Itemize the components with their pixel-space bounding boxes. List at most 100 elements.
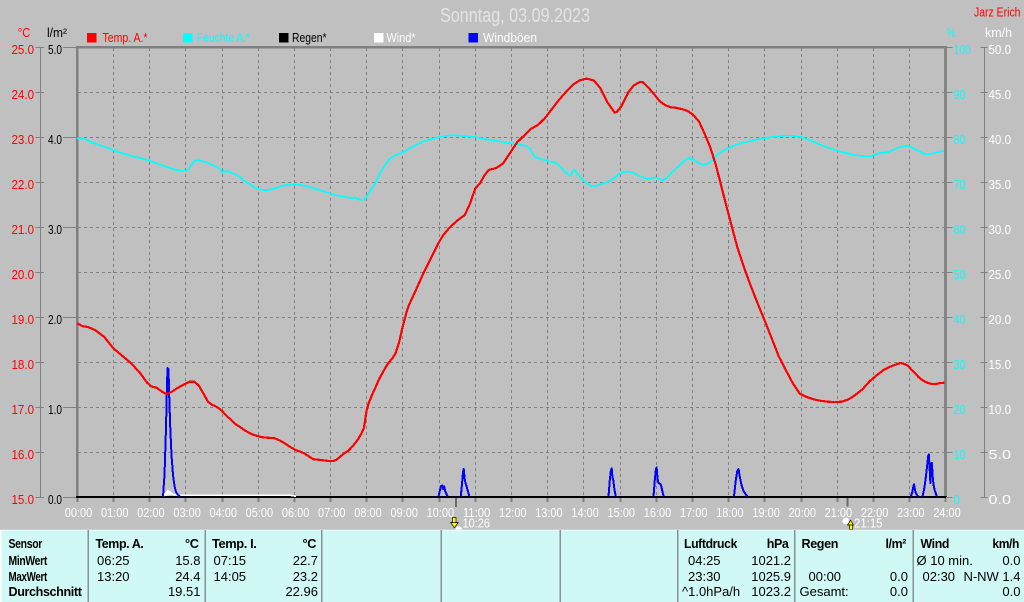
- svg-text:13:00: 13:00: [535, 505, 563, 520]
- svg-text:22:00: 22:00: [861, 505, 889, 520]
- svg-text:05:00: 05:00: [246, 505, 274, 520]
- svg-text:13:20: 13:20: [97, 569, 130, 584]
- svg-text:16.0: 16.0: [12, 447, 35, 462]
- svg-text:70: 70: [954, 177, 966, 192]
- svg-text:25.0: 25.0: [989, 267, 1012, 282]
- svg-text:Feuchte A.*: Feuchte A.*: [197, 31, 250, 45]
- svg-text:20: 20: [954, 402, 966, 417]
- svg-text:0.0: 0.0: [48, 492, 62, 507]
- svg-text:08:00: 08:00: [354, 505, 382, 520]
- svg-text:23.0: 23.0: [12, 132, 35, 147]
- svg-text:02:30: 02:30: [923, 569, 956, 584]
- svg-text:15:00: 15:00: [608, 505, 636, 520]
- svg-text:MaxWert: MaxWert: [9, 569, 48, 584]
- svg-text:90: 90: [954, 87, 966, 102]
- svg-text:10: 10: [954, 447, 966, 462]
- svg-text:km/h: km/h: [985, 26, 1012, 40]
- svg-text:1025.9: 1025.9: [751, 569, 791, 584]
- svg-text:0.0: 0.0: [989, 492, 1012, 507]
- svg-text:30: 30: [954, 357, 966, 372]
- svg-text:100: 100: [954, 42, 972, 57]
- svg-text:10:00: 10:00: [427, 505, 455, 520]
- svg-text:07:00: 07:00: [318, 505, 346, 520]
- svg-text:°C: °C: [185, 536, 199, 551]
- svg-text:16:00: 16:00: [644, 505, 672, 520]
- svg-text:Windböen: Windböen: [483, 31, 537, 45]
- svg-text:Sonntag, 03.09.2023: Sonntag, 03.09.2023: [440, 5, 590, 27]
- svg-text:25.0: 25.0: [12, 42, 35, 57]
- svg-text:12:00: 12:00: [499, 505, 527, 520]
- svg-text:4.0: 4.0: [48, 132, 62, 147]
- svg-text:hPa: hPa: [767, 536, 790, 551]
- svg-text:60: 60: [954, 222, 966, 237]
- svg-text:00:00: 00:00: [65, 505, 93, 520]
- svg-text:0.0: 0.0: [890, 584, 908, 599]
- svg-text:Sensor: Sensor: [9, 536, 43, 551]
- svg-text:Regen: Regen: [802, 536, 839, 551]
- svg-text:l/m²: l/m²: [47, 26, 67, 40]
- svg-text:1023.2: 1023.2: [751, 584, 791, 599]
- svg-text:20.0: 20.0: [12, 267, 35, 282]
- svg-text:19:00: 19:00: [752, 505, 780, 520]
- svg-text:0.0: 0.0: [1002, 553, 1020, 568]
- svg-text:Temp. A.: Temp. A.: [96, 536, 144, 551]
- svg-text:02:00: 02:00: [137, 505, 165, 520]
- svg-text:22.7: 22.7: [293, 553, 318, 568]
- svg-text:20:00: 20:00: [788, 505, 816, 520]
- svg-text:0.0: 0.0: [1002, 584, 1020, 599]
- svg-text:17.0: 17.0: [12, 402, 35, 417]
- svg-text:20.0: 20.0: [989, 312, 1012, 327]
- svg-text:19.51: 19.51: [168, 584, 201, 599]
- svg-text:2.0: 2.0: [48, 312, 62, 327]
- svg-text:21:15: 21:15: [854, 516, 883, 531]
- svg-text:22.96: 22.96: [285, 584, 318, 599]
- svg-text:5.0: 5.0: [989, 447, 1012, 462]
- svg-text:22.0: 22.0: [12, 177, 35, 192]
- svg-text:40.0: 40.0: [989, 132, 1012, 147]
- svg-text:01:00: 01:00: [101, 505, 129, 520]
- svg-text:14:00: 14:00: [571, 505, 599, 520]
- svg-text:50: 50: [954, 267, 966, 282]
- svg-text:06:25: 06:25: [97, 553, 130, 568]
- svg-text:°C: °C: [303, 536, 317, 551]
- svg-text:18:00: 18:00: [716, 505, 744, 520]
- svg-text:18.0: 18.0: [12, 357, 35, 372]
- svg-text:Durchschnitt: Durchschnitt: [9, 584, 83, 599]
- svg-text:N-NW 1.4: N-NW 1.4: [963, 569, 1020, 584]
- svg-text:35.0: 35.0: [989, 177, 1012, 192]
- svg-text:24:00: 24:00: [933, 505, 961, 520]
- svg-text:07:15: 07:15: [214, 553, 247, 568]
- svg-text:09:00: 09:00: [390, 505, 418, 520]
- svg-text:Regen*: Regen*: [292, 31, 327, 45]
- svg-text:11:00: 11:00: [463, 505, 491, 520]
- svg-text:06:00: 06:00: [282, 505, 310, 520]
- svg-text:17:00: 17:00: [680, 505, 708, 520]
- svg-text:Temp. I.: Temp. I.: [212, 536, 257, 551]
- svg-text:24.0: 24.0: [12, 87, 35, 102]
- svg-text:10.0: 10.0: [989, 402, 1012, 417]
- svg-text:°C: °C: [18, 26, 31, 40]
- svg-text:Temp. A.*: Temp. A.*: [103, 31, 148, 45]
- svg-text:5.0: 5.0: [48, 42, 62, 57]
- svg-text:Wind: Wind: [921, 536, 950, 551]
- svg-text:%: %: [947, 26, 955, 40]
- svg-text:15.0: 15.0: [989, 357, 1012, 372]
- svg-text:Wind*: Wind*: [387, 31, 416, 45]
- svg-text:04:25: 04:25: [688, 553, 721, 568]
- svg-text:1021.2: 1021.2: [751, 553, 791, 568]
- svg-text:23:00: 23:00: [897, 505, 925, 520]
- svg-text:03:00: 03:00: [173, 505, 201, 520]
- svg-text:30.0: 30.0: [989, 222, 1012, 237]
- svg-text:0.0: 0.0: [890, 569, 908, 584]
- svg-text:Luftdruck: Luftdruck: [684, 536, 738, 551]
- svg-text:23:30: 23:30: [688, 569, 721, 584]
- svg-text:00:00: 00:00: [809, 569, 842, 584]
- svg-text:04:00: 04:00: [209, 505, 237, 520]
- svg-text:15.8: 15.8: [175, 553, 200, 568]
- svg-text:1.0: 1.0: [48, 402, 62, 417]
- svg-text:Jarz Erich: Jarz Erich: [974, 6, 1021, 20]
- svg-text:21:00: 21:00: [825, 505, 853, 520]
- svg-text:80: 80: [954, 132, 966, 147]
- svg-text:15.0: 15.0: [12, 492, 35, 507]
- svg-text:0: 0: [954, 492, 961, 507]
